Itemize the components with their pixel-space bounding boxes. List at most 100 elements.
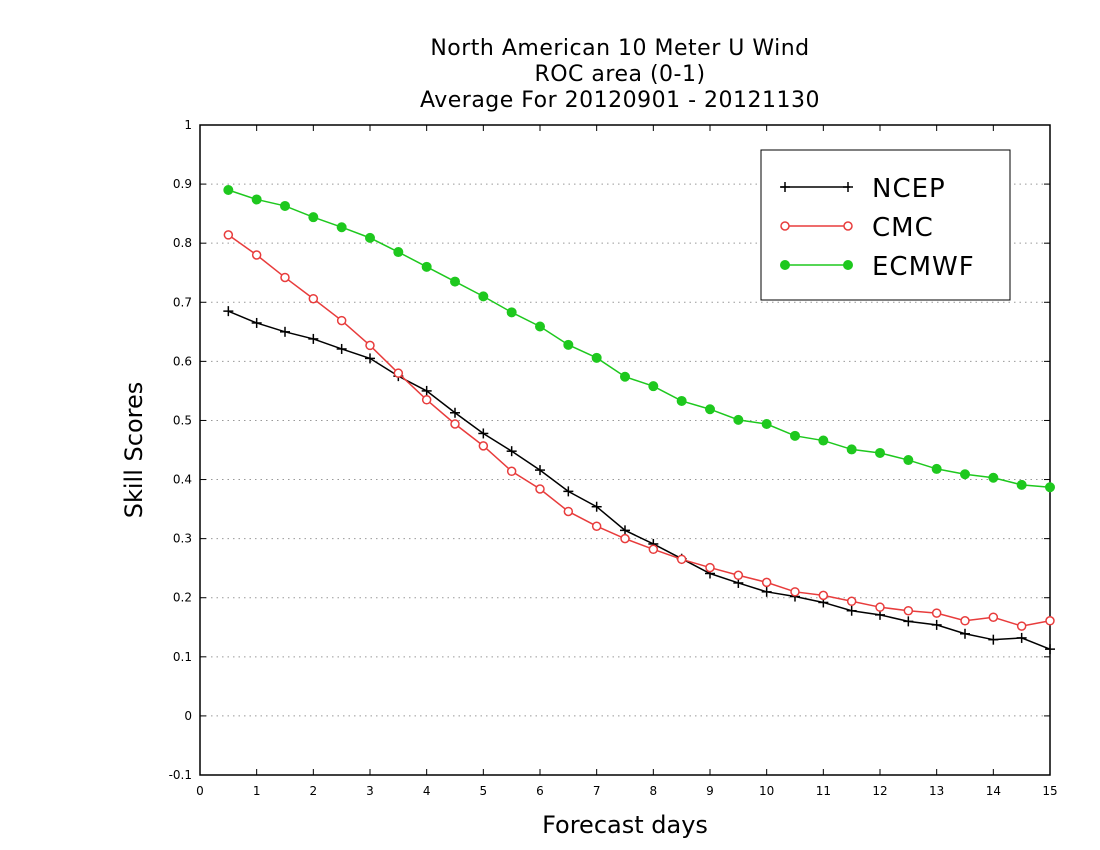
data-point-cmc xyxy=(421,395,432,405)
y-tick-label: 0.1 xyxy=(173,650,192,664)
data-point-cmc xyxy=(535,484,545,494)
data-point-cmc xyxy=(251,250,262,260)
x-tick-label: 11 xyxy=(816,784,831,798)
x-tick-label: 10 xyxy=(759,784,774,798)
data-point-ecmwf xyxy=(960,469,970,480)
legend-marker-left-ncep xyxy=(780,182,790,192)
data-point-ncep xyxy=(478,428,489,439)
axis-ticks: -0.100.10.20.30.40.50.60.70.80.910 1 2 3 4 5 6… xyxy=(169,118,1058,798)
data-point-ecmwf xyxy=(1016,479,1027,490)
data-point-cmc xyxy=(931,608,942,618)
data-point-ncep xyxy=(450,407,460,418)
data-point-ncep xyxy=(506,446,517,457)
data-point-ecmwf xyxy=(365,232,375,243)
y-tick-label: 0.6 xyxy=(173,354,192,368)
data-point-cmc xyxy=(280,272,290,283)
data-point-ecmwf xyxy=(450,276,460,287)
data-point-cmc xyxy=(790,587,800,597)
data-point-ecmwf xyxy=(1045,482,1055,493)
legend-marker-right-ecmwf xyxy=(843,260,853,270)
legend-marker-right-cmc xyxy=(843,221,853,231)
chart-title-line-2: ROC area (0-1) xyxy=(534,62,706,87)
y-tick-label: 0.5 xyxy=(173,413,192,427)
data-point-ncep xyxy=(336,343,347,354)
y-tick-label: 0.4 xyxy=(173,473,192,487)
data-point-ecmwf xyxy=(620,371,630,382)
data-point-ncep xyxy=(931,619,942,630)
x-tick-label: 15 xyxy=(1042,784,1057,798)
x-tick-label: 6 xyxy=(536,784,544,798)
series-cmc xyxy=(223,230,1055,631)
x-tick-label: 13 xyxy=(929,784,944,798)
chart-title-line-1: North American 10 Meter U Wind xyxy=(430,36,810,61)
chart-title-line-3: Average For 20120901 - 20121130 xyxy=(419,88,821,113)
y-tick-label: 0.7 xyxy=(173,295,192,309)
data-point-cmc xyxy=(591,521,602,531)
data-point-cmc xyxy=(393,368,404,378)
y-tick-label: 0.2 xyxy=(173,591,192,605)
data-point-ncep xyxy=(563,486,574,497)
data-point-ecmwf xyxy=(336,222,347,233)
data-point-cmc xyxy=(223,230,234,240)
data-point-ecmwf xyxy=(931,463,942,474)
legend-box xyxy=(760,149,1011,301)
data-point-cmc xyxy=(875,602,885,612)
legend-entry-cmc: CMC xyxy=(780,213,934,243)
data-point-ncep xyxy=(1016,632,1027,643)
data-point-ncep xyxy=(620,525,630,536)
data-point-cmc xyxy=(818,590,829,601)
data-point-ncep xyxy=(903,616,914,627)
data-point-ecmwf xyxy=(818,435,829,446)
data-point-cmc xyxy=(1045,616,1055,626)
legend-entry-ncep: NCEP xyxy=(780,174,945,204)
data-point-cmc xyxy=(336,315,347,326)
data-point-cmc xyxy=(506,466,517,477)
data-point-ecmwf xyxy=(761,419,772,429)
legend-marker-left-cmc xyxy=(780,221,790,231)
data-point-cmc xyxy=(733,570,744,581)
y-tick-label: 1 xyxy=(184,118,192,132)
data-point-cmc xyxy=(960,616,970,626)
data-point-ncep xyxy=(251,317,262,328)
data-point-ecmwf xyxy=(676,395,687,406)
data-point-cmc xyxy=(988,612,999,622)
data-point-cmc xyxy=(648,544,659,555)
x-tick-label: 5 xyxy=(480,784,488,798)
legend-label-cmc: CMC xyxy=(872,213,934,243)
data-point-ecmwf xyxy=(563,339,574,350)
data-point-cmc xyxy=(1016,621,1027,631)
series-lines xyxy=(223,185,1055,655)
data-point-ecmwf xyxy=(648,381,659,392)
data-point-ncep xyxy=(846,605,857,616)
y-tick-label: 0.3 xyxy=(173,532,192,546)
data-point-ecmwf xyxy=(988,472,999,483)
y-axis-label: Skill Scores xyxy=(120,382,148,519)
x-tick-label: 9 xyxy=(706,784,714,798)
data-point-ecmwf xyxy=(506,307,517,318)
data-point-ecmwf xyxy=(535,321,545,332)
x-tick-label: 2 xyxy=(310,784,318,798)
x-tick-label: 7 xyxy=(593,784,601,798)
data-point-ecmwf xyxy=(478,291,489,302)
y-tick-label: 0.8 xyxy=(173,236,192,250)
data-point-ecmwf xyxy=(903,455,914,466)
data-point-cmc xyxy=(308,293,319,304)
legend-marker-left-ecmwf xyxy=(780,260,790,270)
data-point-cmc xyxy=(365,340,375,351)
data-point-ncep xyxy=(365,353,375,364)
data-point-cmc xyxy=(705,562,715,573)
legend-items: NCEP CMC ECMWF xyxy=(780,174,974,282)
data-point-ecmwf xyxy=(705,404,715,415)
data-point-ncep xyxy=(1045,644,1055,655)
y-tick-label: -0.1 xyxy=(169,768,192,782)
data-point-ncep xyxy=(591,501,602,512)
data-point-ecmwf xyxy=(393,247,404,258)
x-tick-label: 4 xyxy=(423,784,431,798)
legend-entry-ecmwf: ECMWF xyxy=(780,252,974,282)
data-point-ecmwf xyxy=(790,430,800,441)
data-point-cmc xyxy=(620,533,630,544)
series-ncep xyxy=(223,306,1055,655)
y-tick-label: 0 xyxy=(184,709,192,723)
data-point-ecmwf xyxy=(251,194,262,205)
